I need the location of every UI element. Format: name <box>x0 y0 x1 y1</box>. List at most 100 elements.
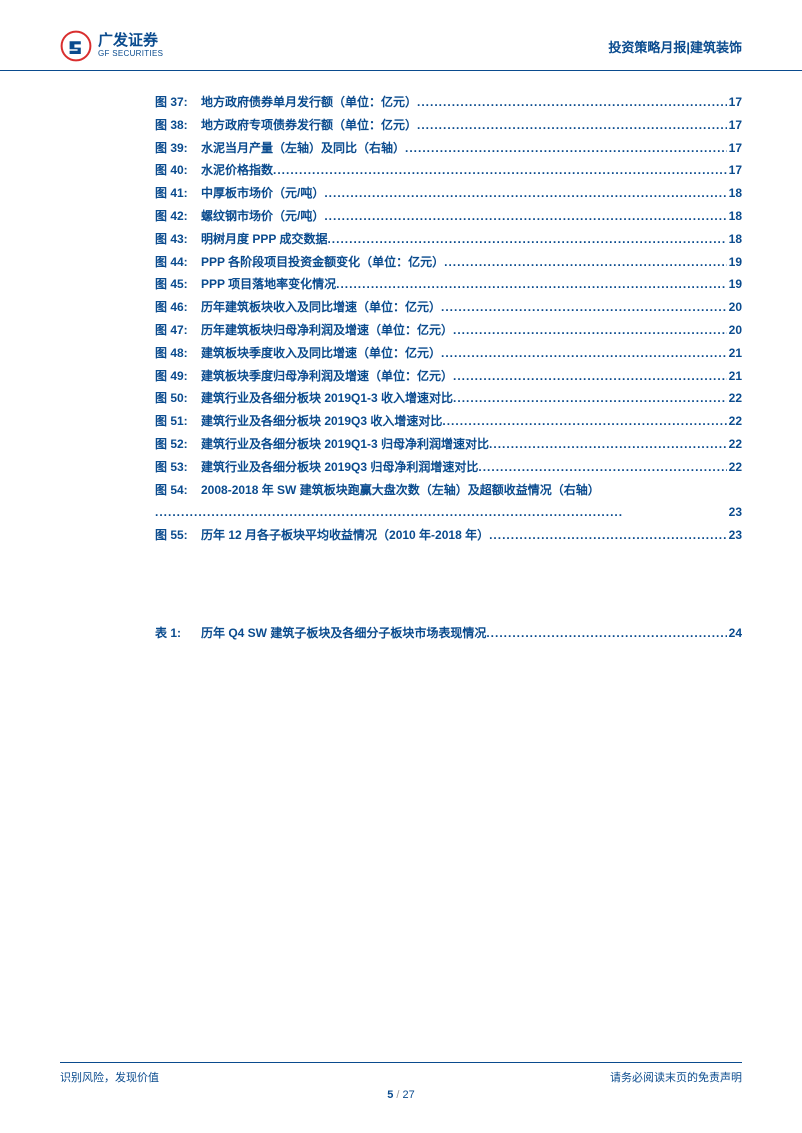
toc-page-number: 22 <box>729 456 742 479</box>
toc-title: 建筑行业及各细分板块 2019Q1-3 收入增速对比 <box>201 387 453 410</box>
toc-title: 螺纹钢市场价（元/吨） <box>201 205 324 228</box>
toc-leader-dots: ........................................… <box>489 524 727 547</box>
toc-prefix: 图 37: <box>155 91 197 114</box>
toc-title: 地方政府专项债券发行额（单位：亿元） <box>201 114 417 137</box>
toc-leader-dots: ........................................… <box>441 342 727 365</box>
header-category: 投资策略月报|建筑装饰 <box>608 37 742 56</box>
toc-page-number: 18 <box>729 228 742 251</box>
toc-title: 中厚板市场价（元/吨） <box>201 182 324 205</box>
page-current: 5 <box>387 1089 393 1101</box>
toc-title: 水泥当月产量（左轴）及同比（右轴） <box>201 137 405 160</box>
toc-prefix: 图 44: <box>155 251 197 274</box>
toc-prefix: 图 54: <box>155 479 197 502</box>
toc-entry: 图 47:历年建筑板块归母净利润及增速（单位：亿元）..............… <box>155 319 742 342</box>
toc-entry: 图 42:螺纹钢市场价（元/吨）........................… <box>155 205 742 228</box>
page-total: 27 <box>403 1089 415 1101</box>
toc-prefix: 图 38: <box>155 114 197 137</box>
footer-slogan: 识别风险，发现价值 <box>60 1069 159 1085</box>
toc-page-number: 17 <box>729 91 742 114</box>
logo-text: 广发证券 GF SECURITIES <box>98 33 163 58</box>
logo-icon <box>60 30 92 62</box>
toc-leader-dots: ........................................… <box>324 182 726 205</box>
toc-entry: 图 37:地方政府债券单月发行额（单位：亿元）.................… <box>155 91 742 114</box>
toc-title: 明树月度 PPP 成交数据 <box>201 228 327 251</box>
toc-title: 历年建筑板块收入及同比增速（单位：亿元） <box>201 296 441 319</box>
toc-title: 水泥价格指数 <box>201 159 273 182</box>
toc-prefix: 图 43: <box>155 228 197 251</box>
toc-page-number: 23 <box>729 524 742 547</box>
toc-prefix: 图 50: <box>155 387 197 410</box>
toc-page-number: 18 <box>729 182 742 205</box>
toc-prefix: 图 51: <box>155 410 197 433</box>
toc-page-number: 18 <box>729 205 742 228</box>
toc-title: 建筑行业及各细分板块 2019Q3 收入增速对比 <box>201 410 442 433</box>
toc-page-number: 22 <box>729 387 742 410</box>
toc-prefix: 图 41: <box>155 182 197 205</box>
toc-title: 建筑行业及各细分板块 2019Q3 归母净利润增速对比 <box>201 456 478 479</box>
toc-prefix: 图 47: <box>155 319 197 342</box>
page-number: 5 / 27 <box>60 1089 742 1101</box>
toc-prefix: 图 46: <box>155 296 197 319</box>
toc-prefix: 图 48: <box>155 342 197 365</box>
toc-entry: 图 55:历年 12 月各子板块平均收益情况（2010 年-2018 年）...… <box>155 524 742 547</box>
toc-prefix: 图 53: <box>155 456 197 479</box>
toc-leader-dots: ........................................… <box>405 137 727 160</box>
toc-entry: 图 50:建筑行业及各细分板块 2019Q1-3 收入增速对比.........… <box>155 387 742 410</box>
tables-list: 表 1:历年 Q4 SW 建筑子板块及各细分子板块市场表现情况.........… <box>155 622 742 645</box>
toc-entry: 图 44:PPP 各阶段项目投资金额变化（单位：亿元）.............… <box>155 251 742 274</box>
logo-cn-text: 广发证券 <box>98 33 163 50</box>
toc-leader-dots: ........................................… <box>453 365 727 388</box>
toc-page-number: 24 <box>729 622 742 645</box>
toc-title: PPP 项目落地率变化情况 <box>201 273 336 296</box>
company-logo: 广发证券 GF SECURITIES <box>60 30 163 62</box>
toc-leader-dots: ........................................… <box>327 228 726 251</box>
toc-title: 历年 Q4 SW 建筑子板块及各细分子板块市场表现情况 <box>201 622 486 645</box>
toc-page-number: 22 <box>729 433 742 456</box>
toc-entry: 图 54:2008-2018 年 SW 建筑板块跑赢大盘次数（左轴）及超额收益情… <box>155 479 742 502</box>
page-footer: 识别风险，发现价值 请务必阅读末页的免责声明 5 / 27 <box>60 1062 742 1101</box>
toc-entry: 表 1:历年 Q4 SW 建筑子板块及各细分子板块市场表现情况.........… <box>155 622 742 645</box>
toc-entry: 图 43:明树月度 PPP 成交数据......................… <box>155 228 742 251</box>
toc-title: 历年 12 月各子板块平均收益情况（2010 年-2018 年） <box>201 524 489 547</box>
toc-entry: 图 48:建筑板块季度收入及同比增速（单位：亿元）...............… <box>155 342 742 365</box>
toc-page-number: 20 <box>729 319 742 342</box>
toc-leader-dots: ........................................… <box>155 501 727 524</box>
toc-page-number: 22 <box>729 410 742 433</box>
toc-leader-dots: ........................................… <box>324 205 726 228</box>
toc-prefix: 图 42: <box>155 205 197 228</box>
toc-leader-dots: ........................................… <box>453 387 727 410</box>
toc-leader-dots: ........................................… <box>417 114 727 137</box>
toc-leader-dots: ........................................… <box>441 296 727 319</box>
toc-entry: 图 49:建筑板块季度归母净利润及增速（单位：亿元）..............… <box>155 365 742 388</box>
toc-leader-dots: ........................................… <box>336 273 727 296</box>
toc-entry: 图 52:建筑行业及各细分板块 2019Q1-3 归母净利润增速对比......… <box>155 433 742 456</box>
toc-entry-continuation: ........................................… <box>155 501 742 524</box>
toc-entry: 图 53:建筑行业及各细分板块 2019Q3 归母净利润增速对比........… <box>155 456 742 479</box>
toc-prefix: 图 45: <box>155 273 197 296</box>
figures-list: 图 37:地方政府债券单月发行额（单位：亿元）.................… <box>155 91 742 547</box>
toc-prefix: 图 52: <box>155 433 197 456</box>
toc-leader-dots: ........................................… <box>489 433 727 456</box>
toc-leader-dots: ........................................… <box>442 410 726 433</box>
toc-content: 图 37:地方政府债券单月发行额（单位：亿元）.................… <box>0 71 802 645</box>
toc-page-number: 19 <box>729 273 742 296</box>
toc-page-number: 17 <box>729 137 742 160</box>
toc-prefix: 图 49: <box>155 365 197 388</box>
toc-title: 建筑行业及各细分板块 2019Q1-3 归母净利润增速对比 <box>201 433 489 456</box>
toc-entry: 图 45:PPP 项目落地率变化情况......................… <box>155 273 742 296</box>
toc-leader-dots: ........................................… <box>453 319 727 342</box>
toc-entry: 图 41:中厚板市场价（元/吨）........................… <box>155 182 742 205</box>
toc-entry: 图 51:建筑行业及各细分板块 2019Q3 收入增速对比...........… <box>155 410 742 433</box>
toc-page-number: 17 <box>729 159 742 182</box>
toc-prefix: 图 55: <box>155 524 197 547</box>
footer-disclaimer: 请务必阅读末页的免责声明 <box>610 1069 742 1085</box>
toc-page-number: 23 <box>729 501 742 524</box>
toc-leader-dots: ........................................… <box>273 159 727 182</box>
toc-page-number: 17 <box>729 114 742 137</box>
toc-entry: 图 40:水泥价格指数.............................… <box>155 159 742 182</box>
toc-leader-dots: ........................................… <box>417 91 727 114</box>
footer-line: 识别风险，发现价值 请务必阅读末页的免责声明 <box>60 1062 742 1085</box>
toc-page-number: 20 <box>729 296 742 319</box>
toc-title: 地方政府债券单月发行额（单位：亿元） <box>201 91 417 114</box>
toc-title: 建筑板块季度归母净利润及增速（单位：亿元） <box>201 365 453 388</box>
